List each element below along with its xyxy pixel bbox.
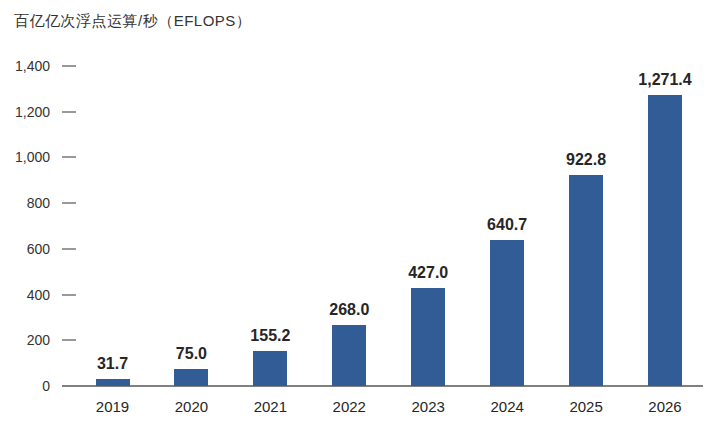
plot-area: 0 200 400 600 800 1,000 1,200 1,400 31.7 2019 75.0…: [0, 0, 710, 432]
y-tick-label: 600: [0, 240, 50, 258]
y-tick-label: 800: [0, 194, 50, 212]
y-tick-dash: [62, 339, 76, 341]
bar: [648, 95, 682, 386]
bar-value-label: 268.0: [304, 300, 394, 320]
bar: [411, 288, 445, 386]
bar: [332, 325, 366, 386]
bar: [96, 379, 130, 386]
y-tick-dash: [62, 111, 76, 113]
y-tick-label: 1,000: [0, 148, 50, 166]
x-tick-label: 2019: [78, 397, 148, 416]
bar-value-label: 75.0: [146, 344, 236, 364]
bar-value-label: 31.7: [68, 354, 158, 374]
y-tick-label: 400: [0, 286, 50, 304]
bar-chart: 百亿亿次浮点运算/秒（EFLOPS） 02004006008001,0001,2…: [0, 0, 710, 432]
x-tick-label: 2021: [235, 397, 305, 416]
x-tick-label: 2025: [551, 397, 621, 416]
y-tick-dash: [62, 202, 76, 204]
x-axis-line: [62, 385, 703, 387]
bar: [569, 175, 603, 386]
y-tick-label: 200: [0, 331, 50, 349]
x-tick-label: 2022: [314, 397, 384, 416]
y-tick-label: 1,400: [0, 57, 50, 75]
bar: [253, 351, 287, 386]
bar-value-label: 155.2: [225, 326, 315, 346]
y-tick-dash: [62, 65, 76, 67]
y-tick-dash: [62, 156, 76, 158]
bar: [174, 369, 208, 386]
x-tick-label: 2020: [156, 397, 226, 416]
y-tick-label: 1,200: [0, 103, 50, 121]
y-tick-dash: [62, 248, 76, 250]
bar-value-label: 922.8: [541, 150, 631, 170]
x-tick-label: 2023: [393, 397, 463, 416]
x-tick-label: 2026: [630, 397, 700, 416]
bar-value-label: 427.0: [383, 263, 473, 283]
y-tick-label: 0: [0, 377, 50, 395]
y-tick-dash: [62, 294, 76, 296]
bar-value-label: 640.7: [462, 215, 552, 235]
x-tick-label: 2024: [472, 397, 542, 416]
bar: [490, 240, 524, 386]
bar-value-label: 1,271.4: [620, 70, 710, 90]
